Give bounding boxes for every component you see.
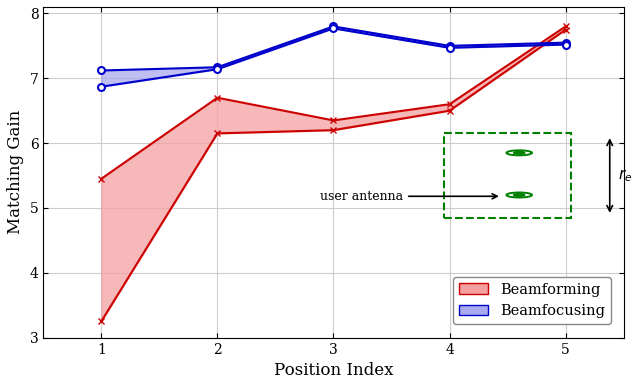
Text: user antenna: user antenna	[320, 190, 497, 203]
X-axis label: Position Index: Position Index	[274, 362, 393, 379]
Bar	[444, 134, 572, 218]
Legend: Beamforming, Beamfocusing: Beamforming, Beamfocusing	[453, 277, 611, 324]
Text: $r_e$: $r_e$	[618, 167, 632, 184]
Y-axis label: Matching Gain: Matching Gain	[7, 110, 24, 234]
